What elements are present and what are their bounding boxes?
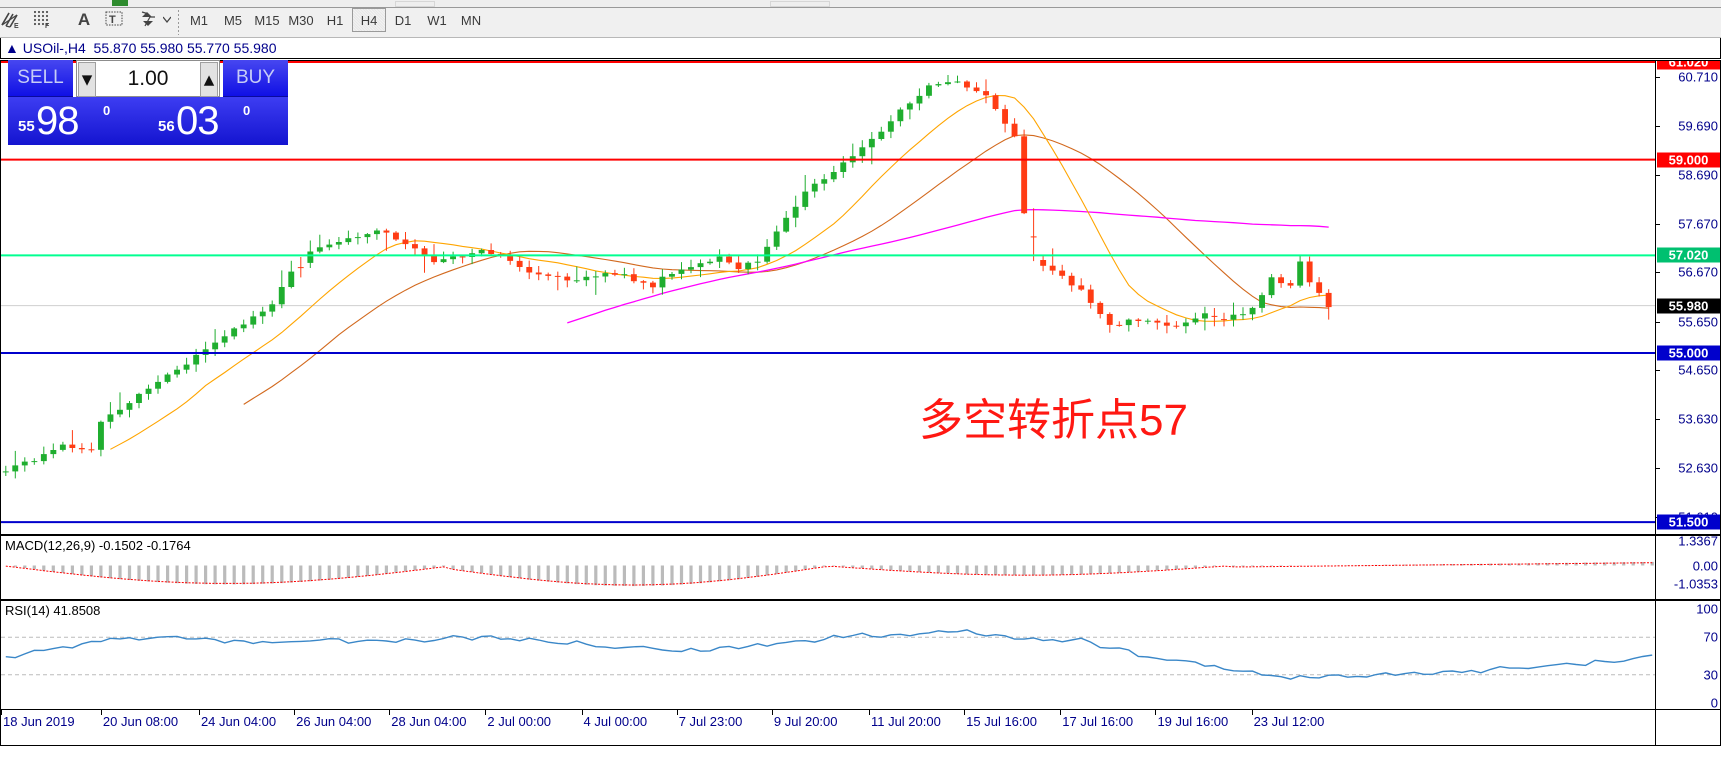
svg-text:T: T xyxy=(109,14,116,26)
svg-text:F: F xyxy=(45,23,50,29)
svg-text:E: E xyxy=(14,23,19,29)
